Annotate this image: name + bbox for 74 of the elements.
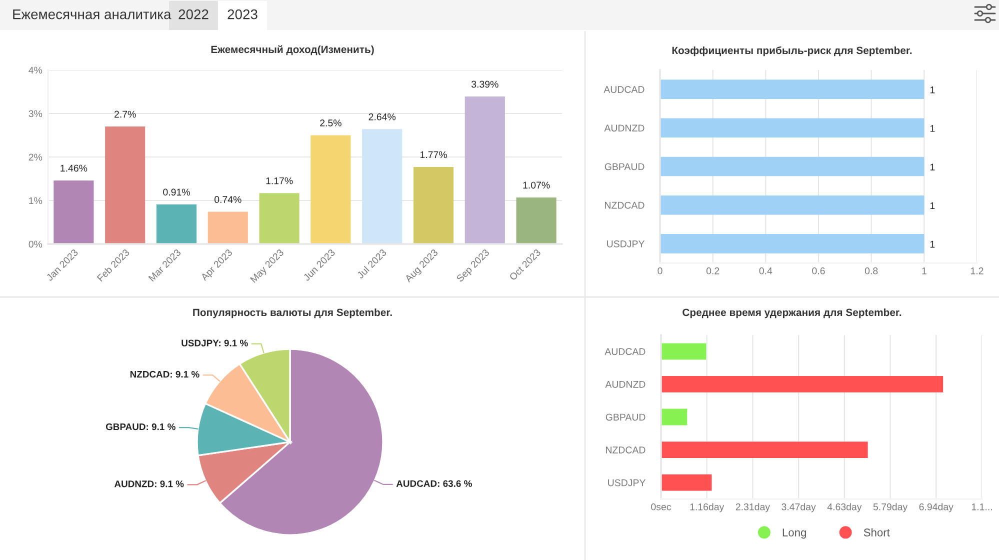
- slice-label: GBPAUD: 9.1 %: [106, 423, 176, 430]
- data-label: 2.7%: [114, 110, 136, 118]
- y-tick-label: NZDCAD: [606, 446, 646, 454]
- y-tick-label: AUDCAD: [604, 86, 644, 93]
- bar: [259, 193, 300, 244]
- y-tick-label: NZDCAD: [605, 202, 644, 209]
- x-tick-label: 3.47day: [782, 503, 816, 512]
- data-label: 1: [930, 125, 935, 132]
- data-label: 2.5%: [320, 120, 342, 126]
- y-tick-label: AUDNZD: [605, 381, 646, 388]
- chart-title: Среднее время удержания для September.: [682, 308, 902, 318]
- x-tick-label: 4.63day: [827, 503, 862, 512]
- data-label: 1: [930, 202, 935, 210]
- legend-label: Long: [782, 528, 806, 539]
- data-label: 0.91%: [163, 188, 190, 196]
- slice-label: AUDCAD: 63.6 %: [396, 480, 472, 487]
- bar: [516, 197, 556, 244]
- bar: [661, 376, 944, 392]
- bar: [661, 474, 712, 491]
- y-tick-label: GBPAUD: [606, 414, 646, 421]
- data-label: 1.17%: [266, 177, 293, 184]
- y-tick-label: 4%: [28, 66, 42, 74]
- bar: [661, 408, 688, 426]
- y-tick-label: AUDCAD: [604, 348, 646, 356]
- x-tick-label: 5.79day: [873, 503, 908, 512]
- data-label: 1.46%: [60, 164, 88, 172]
- text: 2022: [178, 9, 208, 20]
- y-tick-label: USDJPY: [608, 479, 646, 486]
- chart-title: Популярность валюты для September.: [193, 308, 392, 318]
- y-tick-label: 2%: [28, 154, 42, 161]
- x-tick-label: 0.6: [812, 267, 825, 274]
- bar: [156, 204, 197, 244]
- x-tick-label: 1: [922, 268, 926, 274]
- bar: [208, 212, 248, 244]
- y-tick-label: AUDNZD: [604, 124, 644, 132]
- bar: [661, 442, 868, 458]
- data-label: 1: [930, 240, 935, 248]
- bar: [464, 96, 505, 244]
- x-tick-label: 0sec: [651, 503, 672, 510]
- x-tick-label: 1.1...: [972, 504, 992, 510]
- chart-title: Коэффициенты прибыль-риск для September.: [672, 46, 912, 56]
- x-tick-label: 0: [658, 267, 662, 274]
- bar: [661, 343, 706, 360]
- data-label: 0.74%: [214, 196, 242, 203]
- bar: [362, 129, 402, 244]
- data-label: 1.77%: [420, 151, 447, 158]
- bar: [105, 126, 146, 244]
- y-tick-label: GBPAUD: [604, 163, 644, 170]
- text: 2023: [228, 9, 258, 20]
- x-tick-label: 0.4: [759, 267, 772, 274]
- data-label: 3.39%: [471, 80, 498, 88]
- x-tick-label: 1.16day: [690, 503, 724, 512]
- x-tick-label: 0.8: [864, 267, 878, 274]
- slice-label: USDJPY: 9.1 %: [182, 340, 248, 346]
- bar: [54, 180, 94, 244]
- bar: [413, 167, 454, 244]
- bar: [310, 135, 351, 244]
- slice-label: NZDCAD: 9.1 %: [130, 370, 200, 378]
- data-label: 1.07%: [523, 182, 550, 189]
- y-tick-label: 0%: [28, 240, 42, 248]
- slice-label: AUDNZD: 9.1 %: [114, 480, 184, 488]
- text: Ежемесячная аналитика: [13, 10, 172, 20]
- data-label: 2.64%: [368, 113, 396, 120]
- y-tick-label: 1%: [29, 197, 42, 204]
- y-tick-label: USDJPY: [607, 240, 645, 248]
- x-tick-label: 0.2: [706, 267, 720, 274]
- data-label: 1: [930, 164, 935, 170]
- chart-title: Ежемесячный доход(Изменить): [211, 45, 374, 56]
- legend-label: Short: [864, 528, 890, 536]
- x-tick-label: 1.2: [970, 267, 984, 274]
- data-label: 1: [930, 86, 935, 94]
- x-tick-label: 2.31day: [736, 503, 770, 512]
- y-tick-label: 3%: [28, 110, 42, 118]
- x-tick-label: 6.94day: [919, 503, 954, 512]
